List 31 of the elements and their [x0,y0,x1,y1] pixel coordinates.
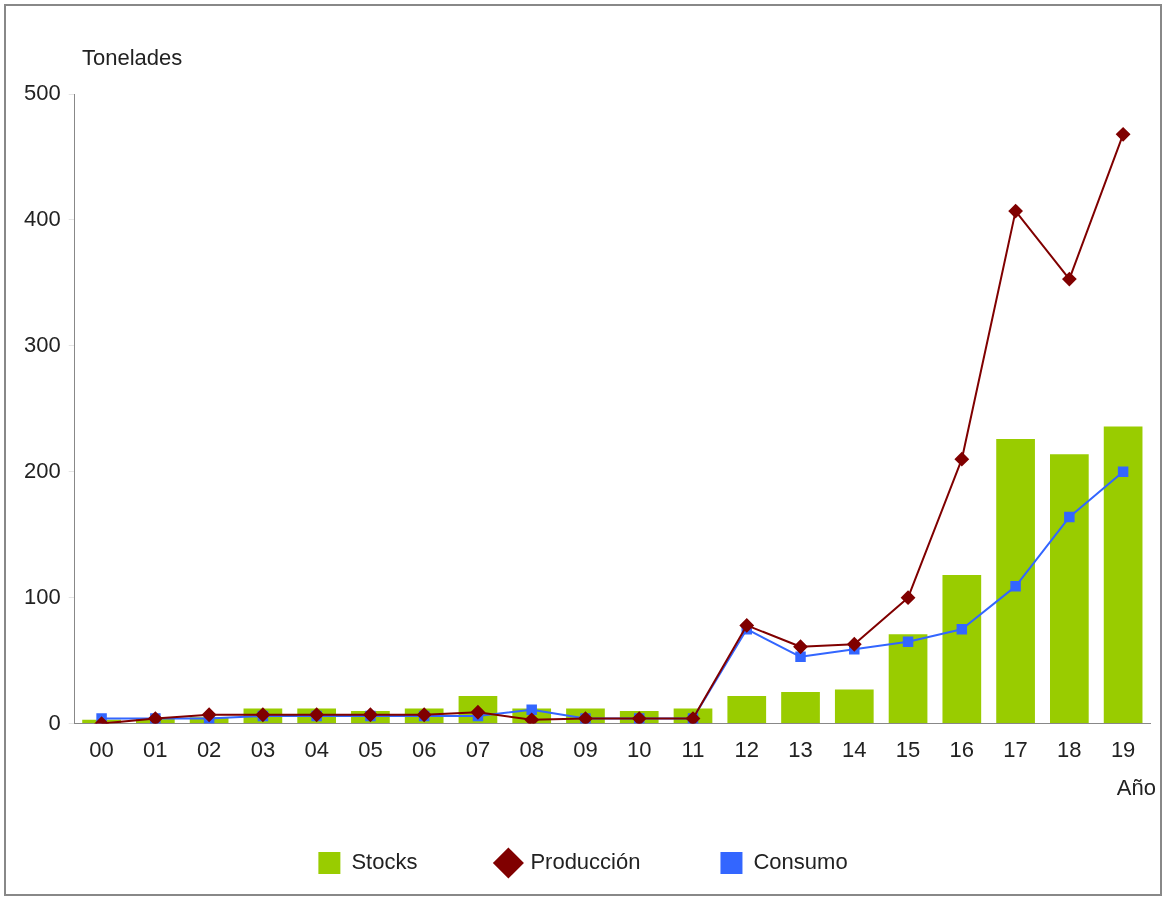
x-tick-label: 16 [949,736,975,762]
y-tick-label: 400 [23,205,61,231]
x-tick-label: 09 [573,736,598,762]
x-tick-label: 14 [842,736,867,762]
x-tick-label: 17 [1003,736,1028,762]
y-tick-label: 500 [23,80,61,106]
x-tick-label: 02 [196,736,222,762]
x-tick-label: 08 [519,736,544,762]
x-tick-label: 18 [1057,736,1082,762]
x-tick-label: 19 [1110,736,1136,762]
x-tick-label: 04 [304,736,329,762]
x-tick-label: 13 [788,736,813,762]
legend-label: Stocks [351,849,418,875]
x-tick-label: 06 [411,736,437,762]
y-tick-label: 300 [23,331,61,357]
y-tick-label: 0 [48,709,61,735]
y-tick-label: 100 [23,583,61,609]
x-tick-label: 15 [895,736,921,762]
x-tick-label: 00 [89,736,114,762]
x-tick-label: 05 [358,736,383,762]
legend-label: Producción [530,849,641,875]
y-axis-title: Tonelades [82,45,183,71]
legend-label: Consumo [753,849,848,875]
x-tick-label: 07 [465,736,491,762]
x-tick-label: 01 [143,736,168,762]
y-tick-label: 200 [23,457,61,483]
x-tick-label: 03 [250,736,276,762]
x-tick-label: 12 [734,736,760,762]
x-tick-label: 11 [681,736,705,762]
x-axis-title: Año [1116,775,1156,801]
x-tick-label: 10 [626,736,652,762]
